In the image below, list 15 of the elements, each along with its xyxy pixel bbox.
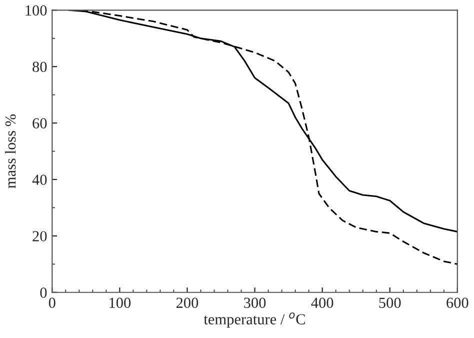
x-tick-label: 200: [176, 298, 198, 308]
y-tick-label: 60: [32, 118, 47, 128]
y-tick-label: 20: [32, 231, 47, 242]
y-tick-label: 80: [32, 62, 47, 72]
x-axis-title: temperature / $^{o}$C: [204, 312, 305, 328]
y-tick-label: 40: [32, 174, 47, 185]
x-tick-label: 500: [379, 298, 401, 308]
x-tick-label: 300: [244, 298, 266, 308]
y-axis-title: mass loss %: [4, 114, 16, 188]
x-tick-label: 100: [110, 298, 131, 308]
y-tick-label: 0: [40, 288, 47, 298]
y-tick-label: 100: [26, 5, 47, 16]
x-tick-label: 0: [48, 298, 56, 308]
x-tick-label: 600: [446, 298, 468, 308]
x-tick-label: 400: [311, 298, 334, 308]
